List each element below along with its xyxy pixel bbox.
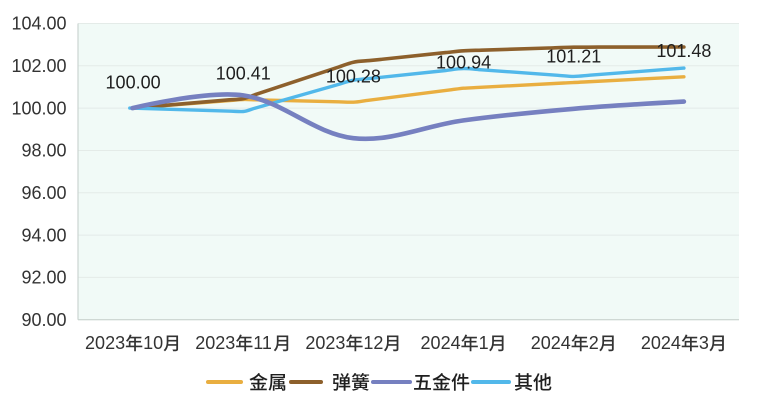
svg-text:2024: 2024: [641, 333, 681, 353]
svg-text:2023: 2023: [305, 333, 345, 353]
svg-text:101.48: 101.48: [656, 41, 711, 61]
svg-text:2024: 2024: [421, 333, 461, 353]
svg-text:1: 1: [479, 333, 489, 353]
svg-text:12: 12: [363, 333, 383, 353]
svg-text:102.00: 102.00: [11, 56, 66, 76]
svg-text:100.00: 100.00: [11, 98, 66, 118]
svg-text:2024: 2024: [531, 333, 571, 353]
svg-text:2: 2: [589, 333, 599, 353]
svg-text:100.00: 100.00: [106, 72, 161, 92]
svg-text:98.00: 98.00: [21, 141, 66, 161]
svg-text:100.41: 100.41: [216, 64, 271, 84]
svg-text:2023: 2023: [85, 333, 125, 353]
svg-text:90.00: 90.00: [21, 310, 66, 330]
svg-text:100.28: 100.28: [326, 66, 381, 86]
svg-text:10: 10: [143, 333, 163, 353]
svg-text:2023: 2023: [195, 333, 235, 353]
svg-text:104.00: 104.00: [11, 14, 66, 34]
svg-text:96.00: 96.00: [21, 183, 66, 203]
svg-text:11: 11: [253, 333, 272, 353]
svg-text:101.21: 101.21: [546, 47, 601, 67]
svg-text:94.00: 94.00: [21, 225, 66, 245]
svg-text:92.00: 92.00: [21, 268, 66, 288]
svg-text:100.94: 100.94: [436, 52, 491, 72]
svg-text:3: 3: [699, 333, 709, 353]
